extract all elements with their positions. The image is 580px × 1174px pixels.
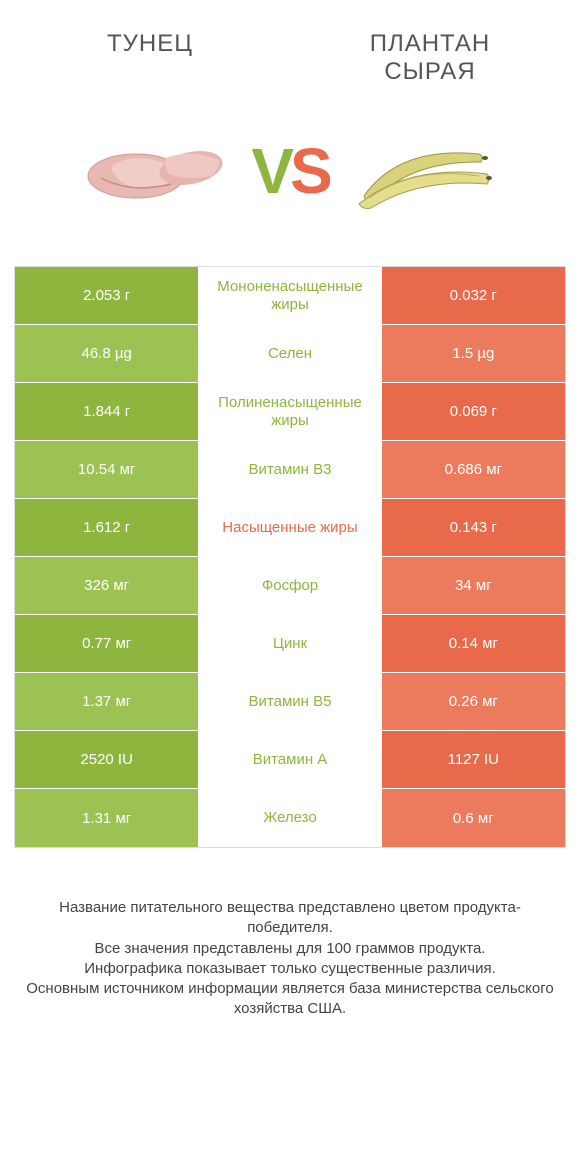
right-value: 1.5 µg bbox=[382, 325, 565, 382]
nutrient-label: Фосфор bbox=[198, 557, 381, 614]
table-row: 1.612 гНасыщенные жиры0.143 г bbox=[15, 499, 565, 557]
right-value: 0.686 мг bbox=[382, 441, 565, 498]
nutrient-label: Витамин A bbox=[198, 731, 381, 788]
left-value: 10.54 мг bbox=[15, 441, 198, 498]
left-value: 326 мг bbox=[15, 557, 198, 614]
infographic-root: ТУНЕЦ ПЛАНТАНСЫРАЯ VS bbox=[0, 0, 580, 1174]
vs-v: V bbox=[251, 134, 290, 208]
vs-s: S bbox=[290, 134, 329, 208]
right-value: 34 мг bbox=[382, 557, 565, 614]
footer-notes: Название питательного вещества представл… bbox=[0, 848, 580, 1040]
tuna-icon bbox=[81, 126, 241, 216]
right-value: 0.6 мг bbox=[382, 789, 565, 847]
nutrient-label: Витамин B3 bbox=[198, 441, 381, 498]
nutrient-label: Витамин B5 bbox=[198, 673, 381, 730]
left-value: 1.612 г bbox=[15, 499, 198, 556]
table-row: 1.31 мгЖелезо0.6 мг bbox=[15, 789, 565, 847]
nutrient-label: Полиненасыщенные жиры bbox=[198, 383, 381, 440]
plantain-image bbox=[329, 116, 509, 226]
table-row: 1.844 гПолиненасыщенные жиры0.069 г bbox=[15, 383, 565, 441]
right-value: 0.143 г bbox=[382, 499, 565, 556]
vs-label: VS bbox=[251, 134, 328, 208]
left-value: 1.844 г bbox=[15, 383, 198, 440]
titles-row: ТУНЕЦ ПЛАНТАНСЫРАЯ bbox=[0, 0, 580, 96]
right-title: ПЛАНТАНСЫРАЯ bbox=[290, 30, 570, 86]
left-value: 46.8 µg bbox=[15, 325, 198, 382]
table-row: 10.54 мгВитамин B30.686 мг bbox=[15, 441, 565, 499]
right-value: 0.069 г bbox=[382, 383, 565, 440]
footer-line-2: Все значения представлены для 100 граммо… bbox=[20, 939, 560, 959]
right-value: 1127 IU bbox=[382, 731, 565, 788]
right-value: 0.14 мг bbox=[382, 615, 565, 672]
table-row: 1.37 мгВитамин B50.26 мг bbox=[15, 673, 565, 731]
table-row: 0.77 мгЦинк0.14 мг bbox=[15, 615, 565, 673]
table-row: 326 мгФосфор34 мг bbox=[15, 557, 565, 615]
vs-row: VS bbox=[0, 96, 580, 266]
plantain-icon bbox=[339, 126, 499, 216]
comparison-table: 2.053 гМононенасыщенные жиры0.032 г46.8 … bbox=[14, 266, 566, 848]
footer-line-1: Название питательного вещества представл… bbox=[20, 898, 560, 939]
table-row: 46.8 µgСелен1.5 µg bbox=[15, 325, 565, 383]
left-value: 2.053 г bbox=[15, 267, 198, 324]
nutrient-label: Селен bbox=[198, 325, 381, 382]
left-value: 0.77 мг bbox=[15, 615, 198, 672]
nutrient-label: Цинк bbox=[198, 615, 381, 672]
footer-line-3: Инфографика показывает только существенн… bbox=[20, 959, 560, 979]
footer-line-4: Основным источником информации является … bbox=[20, 979, 560, 1020]
right-value: 0.032 г bbox=[382, 267, 565, 324]
right-value: 0.26 мг bbox=[382, 673, 565, 730]
left-value: 1.37 мг bbox=[15, 673, 198, 730]
left-title: ТУНЕЦ bbox=[10, 30, 290, 86]
tuna-image bbox=[71, 116, 251, 226]
left-value: 1.31 мг bbox=[15, 789, 198, 847]
nutrient-label: Железо bbox=[198, 789, 381, 847]
table-row: 2520 IUВитамин A1127 IU bbox=[15, 731, 565, 789]
left-value: 2520 IU bbox=[15, 731, 198, 788]
table-row: 2.053 гМононенасыщенные жиры0.032 г bbox=[15, 267, 565, 325]
nutrient-label: Насыщенные жиры bbox=[198, 499, 381, 556]
nutrient-label: Мононенасыщенные жиры bbox=[198, 267, 381, 324]
